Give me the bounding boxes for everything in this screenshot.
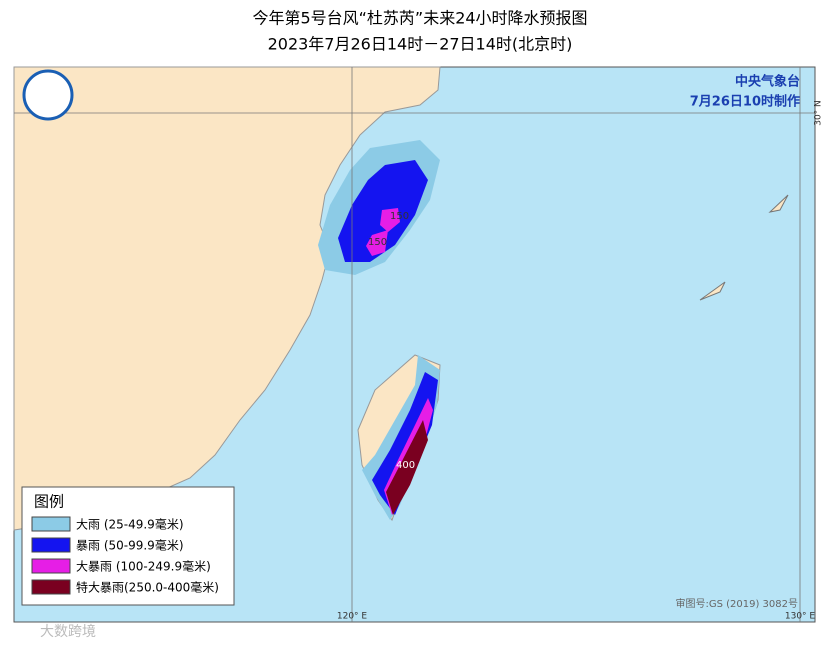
approval: 审图号:GS (2019) 3082号 — [675, 597, 798, 610]
lon-label: 120° E — [337, 612, 368, 622]
contour-label: 400 — [396, 460, 415, 471]
watermark: 大数跨境 — [40, 624, 96, 640]
subtitle: 2023年7月26日14时－27日14时(北京时) — [268, 35, 573, 54]
logo — [22, 69, 74, 121]
legend-label: 大雨 (25-49.9毫米) — [76, 517, 184, 532]
legend: 大雨 (25-49.9毫米) 暴雨 (50-99.9毫米) 大暴雨 (100-249… — [31, 516, 219, 595]
rain-rainstorm-tw — [372, 372, 438, 515]
lat-label: 30° N — [814, 100, 824, 126]
issued: 7月26日10时制作 — [690, 94, 800, 110]
legend-swatch — [31, 579, 71, 595]
legend-swatch — [31, 516, 71, 532]
agency: 中央气象台 — [735, 74, 800, 90]
islands — [699, 194, 789, 301]
legend-label: 特大暴雨(250.0-400毫米) — [76, 580, 219, 595]
contour-label: 150 — [390, 211, 409, 222]
title: 今年第5号台风“杜苏芮”未来24小时降水预报图 — [252, 9, 587, 28]
rain-heavy-rainstorm — [366, 208, 400, 256]
legend-label: 暴雨 (50-99.9毫米) — [76, 538, 184, 553]
lon-label: 130° E — [785, 612, 816, 622]
rain-extreme-tw — [386, 420, 428, 515]
legend-title: 图例 — [34, 493, 64, 511]
legend-swatch — [31, 558, 71, 574]
contour-label: 150 — [368, 237, 387, 248]
legend-swatch — [31, 537, 71, 553]
legend-label: 大暴雨 (100-249.9毫米) — [76, 559, 211, 574]
